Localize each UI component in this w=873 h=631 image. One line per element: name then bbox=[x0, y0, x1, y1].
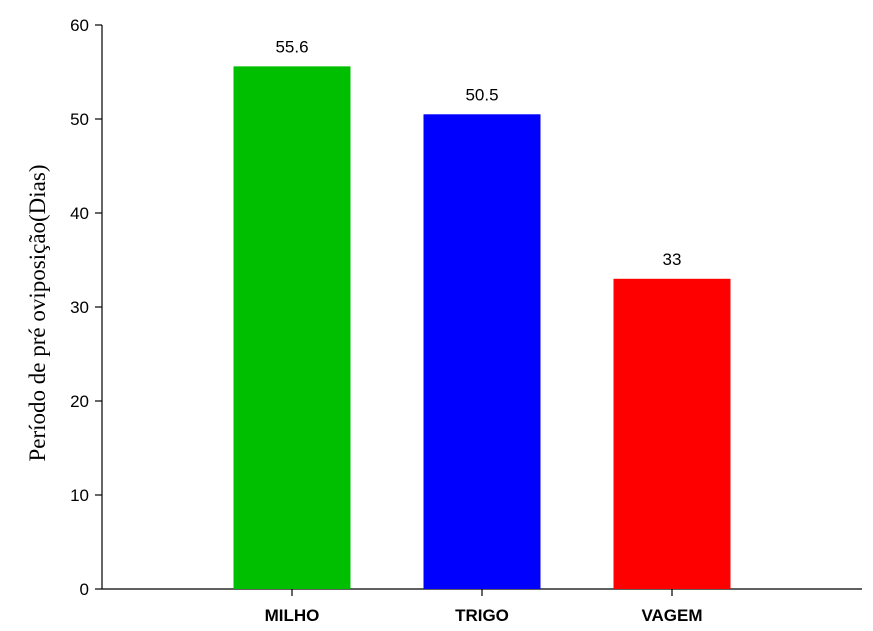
y-axis-title: Período de pré oviposição(Dias) bbox=[25, 164, 50, 461]
data-label-trigo: 50.5 bbox=[465, 85, 498, 104]
x-axis: MILHO TRIGO VAGEM bbox=[102, 588, 862, 625]
y-tick-label: 30 bbox=[70, 298, 89, 317]
y-tick-label: 0 bbox=[80, 580, 89, 599]
y-tick-label: 60 bbox=[70, 16, 89, 35]
data-label-vagem: 33 bbox=[663, 250, 682, 269]
x-tick-label-vagem: VAGEM bbox=[641, 606, 702, 625]
bar-milho bbox=[233, 66, 351, 590]
y-tick-label: 10 bbox=[70, 486, 89, 505]
bars-group: 55.6 50.5 33 bbox=[233, 37, 731, 590]
y-tick-label: 50 bbox=[70, 110, 89, 129]
y-tick-label: 20 bbox=[70, 392, 89, 411]
y-tick-label: 40 bbox=[70, 204, 89, 223]
x-tick-label-trigo: TRIGO bbox=[455, 606, 509, 625]
y-axis: 0 10 20 30 40 50 60 bbox=[70, 16, 103, 599]
data-label-milho: 55.6 bbox=[275, 37, 308, 56]
x-tick-label-milho: MILHO bbox=[265, 606, 320, 625]
bar-vagem bbox=[613, 278, 731, 589]
bar-trigo bbox=[423, 114, 541, 590]
